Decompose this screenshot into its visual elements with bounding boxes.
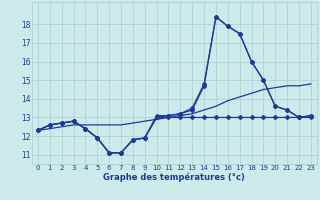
X-axis label: Graphe des températures (°c): Graphe des températures (°c): [103, 173, 245, 182]
